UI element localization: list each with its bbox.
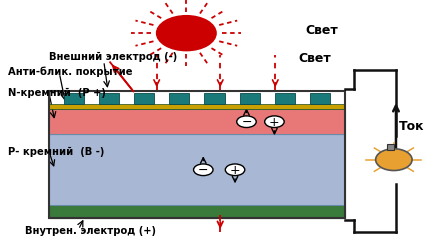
Circle shape bbox=[156, 16, 217, 52]
Bar bbox=[169, 94, 190, 105]
Bar bbox=[49, 110, 345, 135]
Bar bbox=[64, 94, 84, 105]
Text: Ток: Ток bbox=[399, 119, 425, 133]
Circle shape bbox=[265, 116, 284, 128]
Text: −: − bbox=[241, 116, 252, 129]
Text: N-кремний  (Р +): N-кремний (Р +) bbox=[9, 87, 106, 98]
Text: −: − bbox=[198, 164, 209, 177]
Bar bbox=[49, 92, 345, 218]
Bar bbox=[275, 94, 295, 105]
Text: Свет: Свет bbox=[305, 24, 338, 37]
Circle shape bbox=[376, 149, 412, 171]
Bar bbox=[49, 105, 345, 110]
Bar bbox=[49, 205, 345, 218]
Bar bbox=[387, 145, 394, 150]
Text: Внутрен. электрод (+): Внутрен. электрод (+) bbox=[25, 226, 157, 236]
Text: Внешний электрод (-): Внешний электрод (-) bbox=[49, 52, 177, 62]
Bar bbox=[204, 94, 225, 105]
Text: Р- кремний  (В -): Р- кремний (В -) bbox=[9, 146, 105, 156]
Bar bbox=[310, 94, 330, 105]
Text: +: + bbox=[230, 164, 240, 177]
Bar bbox=[240, 94, 260, 105]
Circle shape bbox=[225, 164, 245, 176]
Circle shape bbox=[194, 164, 213, 176]
Text: Свет: Свет bbox=[298, 51, 331, 65]
Text: +: + bbox=[269, 116, 280, 129]
Circle shape bbox=[237, 116, 256, 128]
Bar bbox=[49, 135, 345, 205]
Bar bbox=[99, 94, 119, 105]
Text: Анти-блик. покрытие: Анти-блик. покрытие bbox=[9, 67, 133, 77]
Bar bbox=[134, 94, 154, 105]
